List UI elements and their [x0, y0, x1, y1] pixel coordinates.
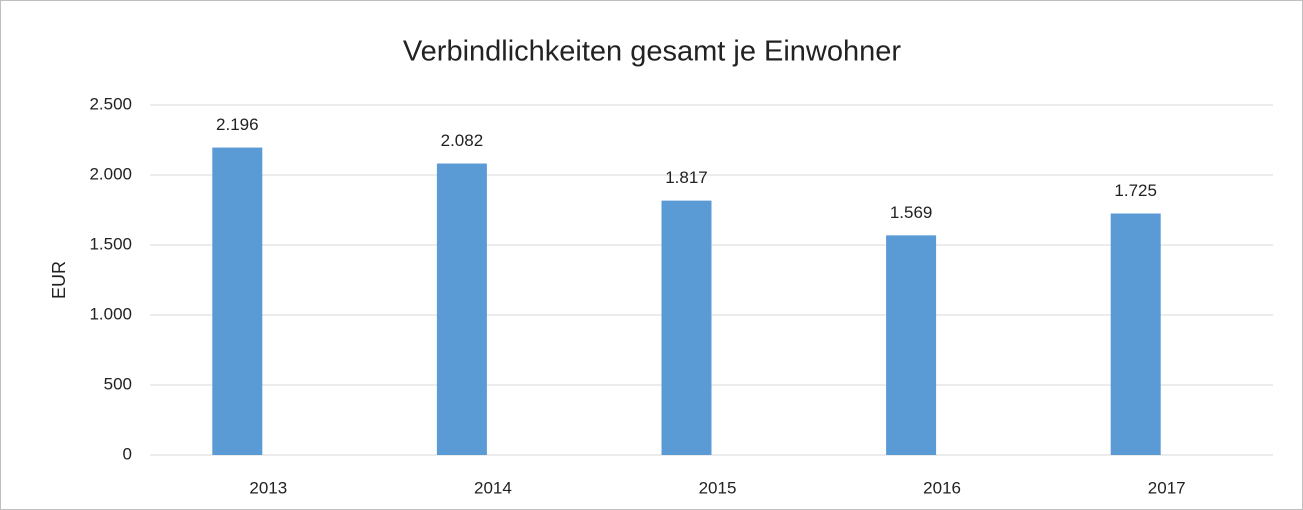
- chart-title: Verbindlichkeiten gesamt je Einwohner: [403, 36, 901, 68]
- y-tick-label: 2.000: [89, 164, 132, 183]
- x-tick-label: 2013: [249, 478, 287, 497]
- data-label: 1.725: [1114, 181, 1157, 200]
- y-tick-label: 1.500: [89, 234, 132, 253]
- x-tick-label: 2017: [1148, 478, 1186, 497]
- bar: [886, 235, 937, 455]
- x-tick-label: 2015: [699, 478, 737, 497]
- y-tick-label: 500: [104, 374, 132, 393]
- y-axis-label: EUR: [49, 261, 69, 299]
- y-tick-label: 2.500: [89, 94, 132, 113]
- bar: [661, 200, 712, 455]
- bar: [436, 163, 487, 455]
- data-label: 1.569: [890, 203, 933, 222]
- data-label: 1.817: [665, 168, 708, 187]
- data-label: 2.196: [216, 115, 259, 134]
- y-tick-label: 0: [123, 444, 132, 463]
- x-tick-label: 2016: [923, 478, 961, 497]
- bar: [1110, 213, 1161, 455]
- y-tick-label: 1.000: [89, 304, 132, 323]
- data-label: 2.082: [441, 131, 484, 150]
- x-tick-label: 2014: [474, 478, 512, 497]
- bar: [212, 147, 263, 455]
